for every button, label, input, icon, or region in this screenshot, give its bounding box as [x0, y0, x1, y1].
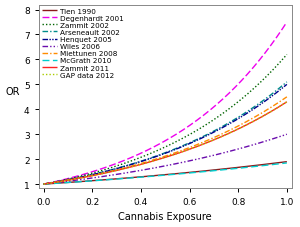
- Degenhardt 2001: [285, 22, 289, 24]
- Miettunen 2008: [279, 100, 283, 103]
- McGrath 2010: [157, 175, 161, 177]
- Henquet 2005: [159, 154, 162, 157]
- Line: Degenhardt 2001: Degenhardt 2001: [44, 23, 287, 184]
- Zammit 2002: [285, 54, 289, 57]
- Miettunen 2008: [241, 123, 245, 125]
- Wiles 2006: [42, 183, 45, 186]
- GAP data 2012: [187, 149, 190, 151]
- Zammit 2002: [159, 148, 162, 151]
- Degenhardt 2001: [187, 125, 190, 128]
- Tien 1990: [285, 160, 289, 163]
- Zammit 2011: [285, 101, 289, 104]
- Zammit 2011: [42, 183, 45, 186]
- Wiles 2006: [173, 163, 177, 165]
- McGrath 2010: [42, 183, 45, 186]
- McGrath 2010: [173, 173, 177, 176]
- Tien 1990: [159, 174, 162, 177]
- Degenhardt 2001: [279, 30, 283, 33]
- Line: McGrath 2010: McGrath 2010: [44, 163, 287, 184]
- Wiles 2006: [187, 160, 190, 163]
- Zammit 2011: [187, 149, 190, 151]
- GAP data 2012: [241, 126, 245, 128]
- Line: Zammit 2002: Zammit 2002: [44, 55, 287, 184]
- Line: Wiles 2006: Wiles 2006: [44, 135, 287, 184]
- Zammit 2002: [187, 134, 190, 137]
- Degenhardt 2001: [157, 143, 161, 146]
- Wiles 2006: [285, 133, 289, 136]
- McGrath 2010: [285, 162, 289, 165]
- Miettunen 2008: [157, 157, 161, 160]
- Arseneault 2002: [159, 153, 162, 156]
- GAP data 2012: [157, 158, 161, 161]
- Wiles 2006: [279, 135, 283, 138]
- Tien 1990: [187, 171, 190, 174]
- Degenhardt 2001: [42, 183, 45, 186]
- Henquet 2005: [187, 143, 190, 146]
- Tien 1990: [279, 161, 283, 164]
- Zammit 2011: [173, 153, 177, 156]
- GAP data 2012: [159, 158, 162, 160]
- Y-axis label: OR: OR: [6, 87, 20, 97]
- Zammit 2011: [157, 158, 161, 161]
- Line: Tien 1990: Tien 1990: [44, 162, 287, 184]
- Miettunen 2008: [187, 147, 190, 150]
- Miettunen 2008: [173, 152, 177, 154]
- Wiles 2006: [157, 166, 161, 169]
- Henquet 2005: [173, 148, 177, 151]
- Degenhardt 2001: [173, 134, 177, 137]
- Line: Arseneault 2002: Arseneault 2002: [44, 82, 287, 184]
- McGrath 2010: [241, 167, 245, 169]
- GAP data 2012: [285, 101, 289, 104]
- Henquet 2005: [42, 183, 45, 186]
- Zammit 2002: [241, 97, 245, 100]
- McGrath 2010: [187, 172, 190, 175]
- Miettunen 2008: [42, 183, 45, 186]
- Zammit 2011: [159, 158, 162, 160]
- GAP data 2012: [173, 153, 177, 156]
- Line: Zammit 2011: Zammit 2011: [44, 102, 287, 184]
- Henquet 2005: [241, 115, 245, 118]
- Degenhardt 2001: [159, 142, 162, 145]
- Arseneault 2002: [157, 154, 161, 157]
- Wiles 2006: [241, 147, 245, 149]
- Tien 1990: [241, 166, 245, 168]
- Henquet 2005: [279, 88, 283, 91]
- Line: Henquet 2005: Henquet 2005: [44, 85, 287, 184]
- GAP data 2012: [42, 183, 45, 186]
- Henquet 2005: [285, 84, 289, 86]
- Arseneault 2002: [42, 183, 45, 186]
- Degenhardt 2001: [241, 78, 245, 81]
- Arseneault 2002: [173, 148, 177, 151]
- McGrath 2010: [159, 174, 162, 177]
- Arseneault 2002: [187, 142, 190, 145]
- Miettunen 2008: [159, 157, 162, 159]
- Henquet 2005: [157, 154, 161, 157]
- Wiles 2006: [159, 166, 162, 168]
- McGrath 2010: [279, 163, 283, 165]
- Zammit 2002: [279, 60, 283, 63]
- X-axis label: Cannabis Exposure: Cannabis Exposure: [118, 212, 212, 222]
- Line: Miettunen 2008: Miettunen 2008: [44, 97, 287, 184]
- GAP data 2012: [279, 105, 283, 107]
- Zammit 2002: [173, 141, 177, 144]
- Zammit 2002: [157, 149, 161, 151]
- Tien 1990: [42, 183, 45, 186]
- Zammit 2002: [42, 183, 45, 186]
- Miettunen 2008: [285, 96, 289, 99]
- Zammit 2011: [241, 126, 245, 128]
- Tien 1990: [157, 174, 161, 177]
- Arseneault 2002: [285, 81, 289, 84]
- Tien 1990: [173, 173, 177, 175]
- Line: GAP data 2012: GAP data 2012: [44, 102, 287, 184]
- Arseneault 2002: [241, 113, 245, 116]
- Arseneault 2002: [279, 86, 283, 89]
- Legend: Tien 1990, Degenhardt 2001, Zammit 2002, Arseneault 2002, Henquet 2005, Wiles 20: Tien 1990, Degenhardt 2001, Zammit 2002,…: [41, 8, 125, 79]
- Zammit 2011: [279, 105, 283, 107]
